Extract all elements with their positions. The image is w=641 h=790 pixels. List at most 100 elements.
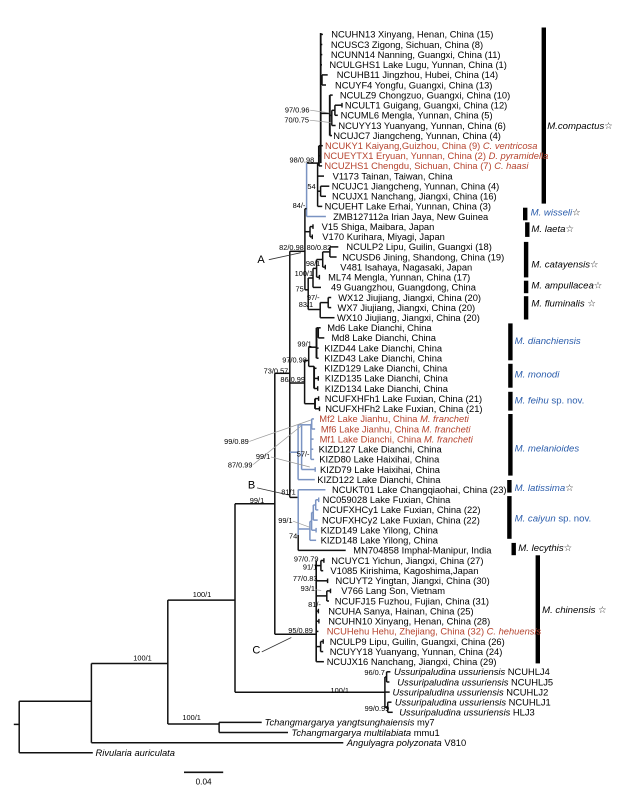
svg-text:99/1: 99/1 (278, 516, 292, 525)
svg-text:Md6 Lake Dianchi, China: Md6 Lake Dianchi, China (327, 323, 432, 333)
svg-text:98/0.98: 98/0.98 (290, 156, 315, 165)
svg-text:ZMB127112a Irian Jaya, New Gui: ZMB127112a Irian Jaya, New Guinea (333, 212, 489, 222)
svg-text:54: 54 (307, 182, 315, 191)
svg-text:NCULGHS1 Lake Lugu, Yunnan, Ch: NCULGHS1 Lake Lugu, Yunnan, China (1) (329, 60, 506, 70)
svg-text:NCUYC1 Yichun, Jiangxi, China: NCUYC1 Yichun, Jiangxi, China (27) (331, 556, 483, 566)
svg-text:M. chinensis ☆: M. chinensis ☆ (542, 605, 607, 616)
svg-text:NCUFJ15 Fuzhou, Fujian, China: NCUFJ15 Fuzhou, Fujian, China (31) (335, 596, 489, 606)
svg-text:M. monodi: M. monodi (515, 369, 561, 380)
svg-text:99/0.89: 99/0.89 (224, 437, 249, 446)
svg-text:NCUML6 Mengla, Yunnan, China (: NCUML6 Mengla, Yunnan, China (5) (341, 111, 493, 121)
svg-text:M. catayensis☆: M. catayensis☆ (531, 260, 599, 271)
svg-text:97/0.98: 97/0.98 (282, 356, 307, 365)
svg-text:97/-: 97/- (307, 293, 320, 302)
svg-text:KIZD134 Lake Dianchi, China: KIZD134 Lake Dianchi, China (325, 384, 449, 394)
svg-text:WX7 Jiujiang, Jiangxi, China (: WX7 Jiujiang, Jiangxi, China (20) (338, 303, 476, 313)
svg-text:Rivularia auriculata: Rivularia auriculata (96, 748, 175, 758)
svg-text:V481 Isahaya, Nagasaki, Japan: V481 Isahaya, Nagasaki, Japan (340, 262, 472, 272)
svg-text:M. fluminalis ☆: M. fluminalis ☆ (531, 298, 596, 309)
svg-text:M.compactus☆: M.compactus☆ (547, 121, 613, 132)
svg-text:99/1: 99/1 (250, 496, 264, 505)
svg-text:81/-: 81/- (308, 600, 321, 609)
svg-text:Md8 Lake Dianchi, China: Md8 Lake Dianchi, China (332, 333, 437, 343)
svg-text:Tchangmargarya yangtsunghaiens: Tchangmargarya yangtsunghaiensis my7 (265, 718, 435, 728)
svg-text:77/0.83: 77/0.83 (293, 574, 318, 583)
svg-text:70/0.75: 70/0.75 (284, 115, 309, 124)
svg-text:0.04: 0.04 (196, 777, 212, 786)
svg-text:96/0.7: 96/0.7 (364, 668, 385, 677)
svg-text:NCUSD6 Jining, Shandong, China: NCUSD6 Jining, Shandong, China (19) (342, 252, 504, 262)
svg-text:100/1: 100/1 (193, 590, 212, 599)
svg-text:V1085 Kirishima, Kagoshima,Jap: V1085 Kirishima, Kagoshima,Japan (330, 566, 478, 576)
svg-text:V15 Shiga, Maibara, Japan: V15 Shiga, Maibara, Japan (322, 222, 435, 232)
svg-text:A: A (257, 254, 265, 266)
svg-text:NCULP2 Lipu, Guilin, Guangxi (: NCULP2 Lipu, Guilin, Guangxi (18) (346, 242, 491, 252)
svg-text:Angulyagra polyzonata V810: Angulyagra polyzonata V810 (346, 738, 466, 748)
svg-text:ML74 Mengla, Yunnan, China (17: ML74 Mengla, Yunnan, China (17) (328, 273, 470, 283)
svg-text:MN704858 Imphal-Manipur, India: MN704858 Imphal-Manipur, India (353, 546, 492, 556)
svg-text:NCUJC7 Jiangcheng, Yunnan, Chi: NCUJC7 Jiangcheng, Yunnan, China (4) (333, 131, 501, 141)
svg-text:KIZD127 Lake Dianchi, China: KIZD127 Lake Dianchi, China (319, 445, 443, 455)
svg-text:KIZD43 Lake Dianchi, China: KIZD43 Lake Dianchi, China (324, 354, 443, 364)
svg-text:KIZD148 Lake Yilong, China: KIZD148 Lake Yilong, China (321, 536, 439, 546)
svg-text:NCUYT2 Yingtan, Jiangxi, China: NCUYT2 Yingtan, Jiangxi, China (30) (336, 576, 490, 586)
svg-text:NCULZ9 Chongzuo, Guangxi, Chin: NCULZ9 Chongzuo, Guangxi, China (10) (340, 90, 510, 100)
svg-text:99/1: 99/1 (256, 452, 270, 461)
svg-text:B: B (248, 479, 255, 491)
svg-text:84/-: 84/- (293, 201, 306, 210)
svg-text:M. lecythis☆: M. lecythis☆ (518, 543, 572, 554)
svg-text:Ussuripaludina ussuriensis NCU: Ussuripaludina ussuriensis NCUHLJ4 (394, 667, 550, 677)
svg-text:82/0.98: 82/0.98 (279, 243, 304, 252)
svg-text:99/0.99: 99/0.99 (365, 704, 390, 713)
svg-text:100/1: 100/1 (133, 654, 152, 663)
svg-text:NCUYY18 Yuanyang, Yunnan, Chin: NCUYY18 Yuanyang, Yunnan, China (24) (330, 647, 503, 657)
svg-text:M. dianchiensis: M. dianchiensis (515, 336, 581, 347)
svg-text:57/-: 57/- (297, 450, 310, 459)
svg-text:NCUFXHCy2 Lake Fuxian, China (: NCUFXHCy2 Lake Fuxian, China (22) (322, 515, 480, 525)
svg-text:86/0.99: 86/0.99 (280, 375, 305, 384)
svg-text:81/1: 81/1 (281, 487, 295, 496)
svg-text:97/0.79: 97/0.79 (294, 555, 319, 564)
svg-text:100/1: 100/1 (331, 686, 350, 695)
svg-text:Ussuripaludina ussuriensis NCU: Ussuripaludina ussuriensis NCUHLJ1 (395, 698, 551, 708)
svg-text:M. laeta☆: M. laeta☆ (531, 224, 574, 235)
svg-text:NCUEHT Lake Erhai, Yunnan, Chi: NCUEHT Lake Erhai, Yunnan, China (3) (325, 202, 491, 212)
svg-text:NCUHN10 Xinyang, Henan, China: NCUHN10 Xinyang, Henan, China (28) (328, 617, 490, 627)
svg-text:NCUHB11 Jingzhou, Hubei, China: NCUHB11 Jingzhou, Hubei, China (14) (337, 70, 498, 80)
svg-text:75: 75 (295, 284, 303, 293)
svg-text:100/1: 100/1 (295, 269, 314, 278)
svg-text:NCUYF4 Yongfu, Guangxi, China: NCUYF4 Yongfu, Guangxi, China (13) (335, 80, 492, 90)
svg-text:M. latissima☆: M. latissima☆ (515, 483, 575, 494)
svg-text:NCULP9 Lipu, Guilin, Guangxi,: NCULP9 Lipu, Guilin, Guangxi, China (26) (330, 637, 505, 647)
svg-text:Ussuripaludina ussuriensis NCU: Ussuripaludina ussuriensis NCUHLJ5 (397, 677, 553, 687)
svg-text:KIZD129 Lake Dianchi, China: KIZD129 Lake Dianchi, China (324, 364, 448, 374)
svg-text:NCUJX16 Nanchang, Jiangxi, Chi: NCUJX16 Nanchang, Jiangxi, China (29) (327, 657, 497, 667)
svg-text:97/0.96: 97/0.96 (285, 105, 310, 114)
svg-text:80/0.82: 80/0.82 (307, 243, 332, 252)
svg-text:NCUNN14 Nanning, Guangxi, Chin: NCUNN14 Nanning, Guangxi, China (11) (331, 50, 501, 60)
svg-text:WX10 Jiujiang, Jiangxi, China: WX10 Jiujiang, Jiangxi, China (20) (337, 313, 480, 323)
svg-text:KIZD149 Lake Yilong, China: KIZD149 Lake Yilong, China (321, 526, 439, 536)
svg-text:98/1: 98/1 (306, 259, 320, 268)
svg-text:NCUJX1 Nanchang, Jiangxi, Chin: NCUJX1 Nanchang, Jiangxi, China (16) (332, 192, 497, 202)
svg-text:NCUHA Sanya, Hainan, China (25: NCUHA Sanya, Hainan, China (25) (328, 606, 473, 616)
svg-text:74: 74 (289, 532, 297, 541)
svg-text:NCULT1 Guigang, Guangxi, China: NCULT1 Guigang, Guangxi, China (12) (345, 101, 507, 111)
svg-text:KIZD79 Lake Haixihai, China: KIZD79 Lake Haixihai, China (320, 465, 441, 475)
svg-text:NCUKT01 Lake Changqiaohai, Chi: NCUKT01 Lake Changqiaohai, China (23) (332, 485, 507, 495)
svg-text:49 Guangzhou, Guangdong, China: 49 Guangzhou, Guangdong, China (331, 283, 477, 293)
svg-text:NC059028 Lake Fuxian, China: NC059028 Lake Fuxian, China (323, 495, 452, 505)
svg-text:Mf6 Lake Jianhu, China M. fra: Mf6 Lake Jianhu, China M. francheti (321, 424, 472, 434)
svg-text:KIZD135 Lake Dianchi, China: KIZD135 Lake Dianchi, China (325, 374, 449, 384)
svg-text:V1173 Tainan, Taiwan, China: V1173 Tainan, Taiwan, China (333, 171, 454, 181)
svg-text:NCUFXHFh2 Lake Fuxian, China (: NCUFXHFh2 Lake Fuxian, China (21) (325, 404, 482, 414)
svg-text:NCUYY13 Yuanyang, Yunnan, Chin: NCUYY13 Yuanyang, Yunnan, China (6) (338, 121, 505, 131)
svg-text:C: C (252, 644, 260, 656)
svg-text:NCUFXHFh1 Lake Fuxian, China (: NCUFXHFh1 Lake Fuxian, China (21) (325, 394, 482, 404)
svg-text:M. feihu sp. nov.: M. feihu sp. nov. (515, 396, 585, 407)
svg-text:KIZD80 Lake Haixihai, China: KIZD80 Lake Haixihai, China (319, 455, 440, 465)
svg-text:83/1: 83/1 (299, 300, 313, 309)
svg-text:Mf1 Lake Dianchi, China M. fr: Mf1 Lake Dianchi, China M. francheti (320, 434, 474, 444)
svg-text:NCUZHS1 Chengdu, Sichuan, Chin: NCUZHS1 Chengdu, Sichuan, China (7) C. h… (324, 161, 529, 171)
svg-text:V766 Lang Son, Vietnam: V766 Lang Son, Vietnam (341, 586, 445, 596)
